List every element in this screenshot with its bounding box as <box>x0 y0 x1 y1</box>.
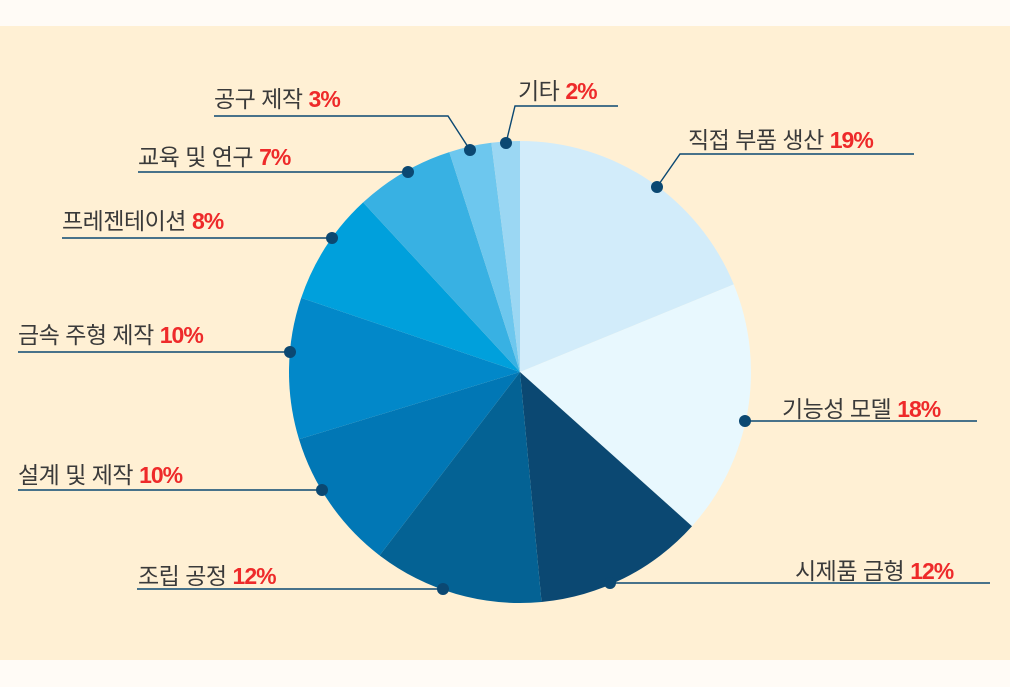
label-functional-model: 기능성 모델 18% <box>782 396 941 422</box>
leader-dot <box>326 232 338 244</box>
label-metal-casting: 금속 주형 제작 10% <box>18 322 204 348</box>
label-assembly: 조립 공정 12% <box>138 563 277 589</box>
pie-slice <box>491 141 520 372</box>
pie-slice <box>379 372 542 604</box>
leader-dot <box>464 144 476 156</box>
leader-dot <box>316 484 328 496</box>
pie-slice <box>520 141 734 372</box>
label-design-build: 설계 및 제작 10% <box>18 462 183 488</box>
leader-dot <box>500 137 512 149</box>
label-prototype-mold: 시제품 금형 12% <box>795 558 954 584</box>
leader-dot <box>402 166 414 178</box>
label-tooling: 공구 제작 3% <box>214 86 341 112</box>
pie-slice <box>301 202 520 372</box>
leader-dot <box>284 346 296 358</box>
leader-line <box>656 153 914 188</box>
pie-slice <box>520 284 751 527</box>
leader-dot <box>651 181 663 193</box>
label-education: 교육 및 연구 7% <box>138 144 291 170</box>
leader-dot <box>604 577 616 589</box>
leader-line <box>505 105 618 144</box>
pie-slice <box>363 152 520 372</box>
label-other: 기타 2% <box>518 78 598 104</box>
label-presentation: 프레젠테이션 8% <box>62 208 224 234</box>
leader-line <box>214 115 471 151</box>
pie-slice <box>520 372 692 602</box>
pie-slice <box>299 372 520 556</box>
pie-slice <box>449 142 520 372</box>
pie-slice <box>289 297 520 440</box>
leader-dot <box>739 415 751 427</box>
leader-dot <box>437 583 449 595</box>
label-direct-parts: 직접 부품 생산 19% <box>688 127 874 153</box>
